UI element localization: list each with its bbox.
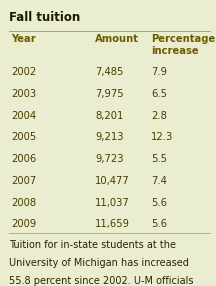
Text: 9,723: 9,723: [95, 154, 124, 164]
Text: 5.6: 5.6: [151, 219, 167, 229]
Text: 6.5: 6.5: [151, 89, 167, 99]
Text: 11,659: 11,659: [95, 219, 130, 229]
Text: 2008: 2008: [11, 198, 36, 208]
Text: Percentage
increase: Percentage increase: [151, 34, 215, 55]
Text: 2005: 2005: [11, 132, 36, 142]
Text: 55.8 percent since 2002. U-M officials: 55.8 percent since 2002. U-M officials: [9, 276, 193, 286]
Text: 2007: 2007: [11, 176, 36, 186]
Text: Tuition for in-state students at the: Tuition for in-state students at the: [9, 240, 176, 250]
Text: Fall tuition: Fall tuition: [9, 11, 80, 24]
Text: 7.4: 7.4: [151, 176, 167, 186]
Text: 7,975: 7,975: [95, 89, 124, 99]
Text: 2003: 2003: [11, 89, 36, 99]
Text: 8,201: 8,201: [95, 111, 123, 121]
Text: Amount: Amount: [95, 34, 139, 44]
Text: 2009: 2009: [11, 219, 36, 229]
Text: 7.9: 7.9: [151, 67, 167, 77]
Text: 2002: 2002: [11, 67, 36, 77]
Text: 11,037: 11,037: [95, 198, 130, 208]
Text: 2006: 2006: [11, 154, 36, 164]
Text: 2.8: 2.8: [151, 111, 167, 121]
Text: University of Michigan has increased: University of Michigan has increased: [9, 258, 189, 268]
Text: 7,485: 7,485: [95, 67, 123, 77]
Text: 5.5: 5.5: [151, 154, 167, 164]
Text: 9,213: 9,213: [95, 132, 124, 142]
Text: 12.3: 12.3: [151, 132, 173, 142]
Text: 2004: 2004: [11, 111, 36, 121]
Text: 5.6: 5.6: [151, 198, 167, 208]
Text: 10,477: 10,477: [95, 176, 130, 186]
Text: Year: Year: [11, 34, 36, 44]
